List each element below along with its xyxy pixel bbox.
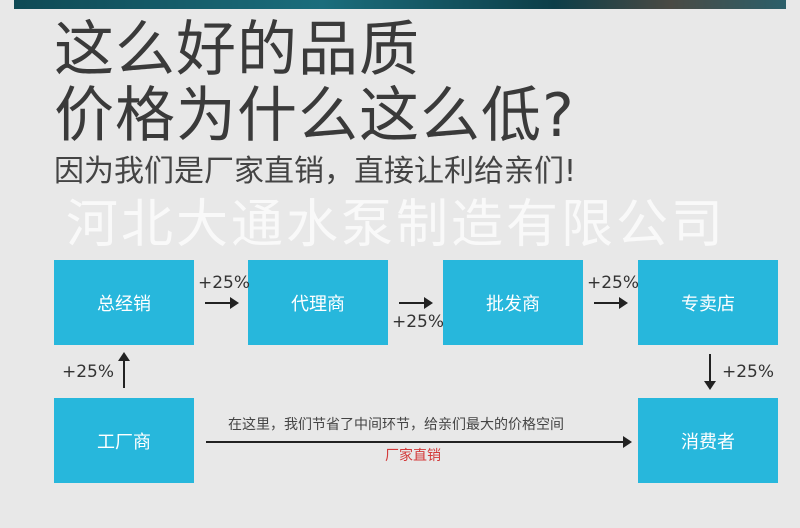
markup-label: +25% xyxy=(62,362,115,382)
node-factory: 工厂商 xyxy=(54,398,194,483)
arrow-right-icon xyxy=(205,297,239,309)
headline-line1: 这么好的品质 xyxy=(54,15,420,85)
node-agent: 代理商 xyxy=(248,260,388,345)
watermark: 河北大通水泵制造有限公司 xyxy=(66,195,727,255)
arrow-right-icon xyxy=(206,436,632,448)
node-general-distributor: 总经销 xyxy=(54,260,194,345)
node-consumer: 消费者 xyxy=(638,398,778,483)
node-store: 专卖店 xyxy=(638,260,778,345)
headline-line2: 价格为什么这么低? xyxy=(54,81,575,151)
markup-label: +25% xyxy=(392,312,445,332)
markup-label: +25% xyxy=(587,273,640,293)
markup-label: +25% xyxy=(198,273,251,293)
arrow-right-icon xyxy=(594,297,628,309)
direct-sales-label: 厂家直销 xyxy=(385,448,441,464)
direct-sales-note: 在这里，我们节省了中间环节，给亲们最大的价格空间 xyxy=(228,417,564,433)
arrow-down-icon xyxy=(704,354,716,390)
top-banner-image xyxy=(14,0,786,9)
arrow-right-icon xyxy=(399,297,433,309)
node-wholesaler: 批发商 xyxy=(443,260,583,345)
markup-label: +25% xyxy=(722,362,775,382)
arrow-up-icon xyxy=(118,352,130,388)
subheadline: 因为我们是厂家直销，直接让利给亲们! xyxy=(54,154,577,189)
